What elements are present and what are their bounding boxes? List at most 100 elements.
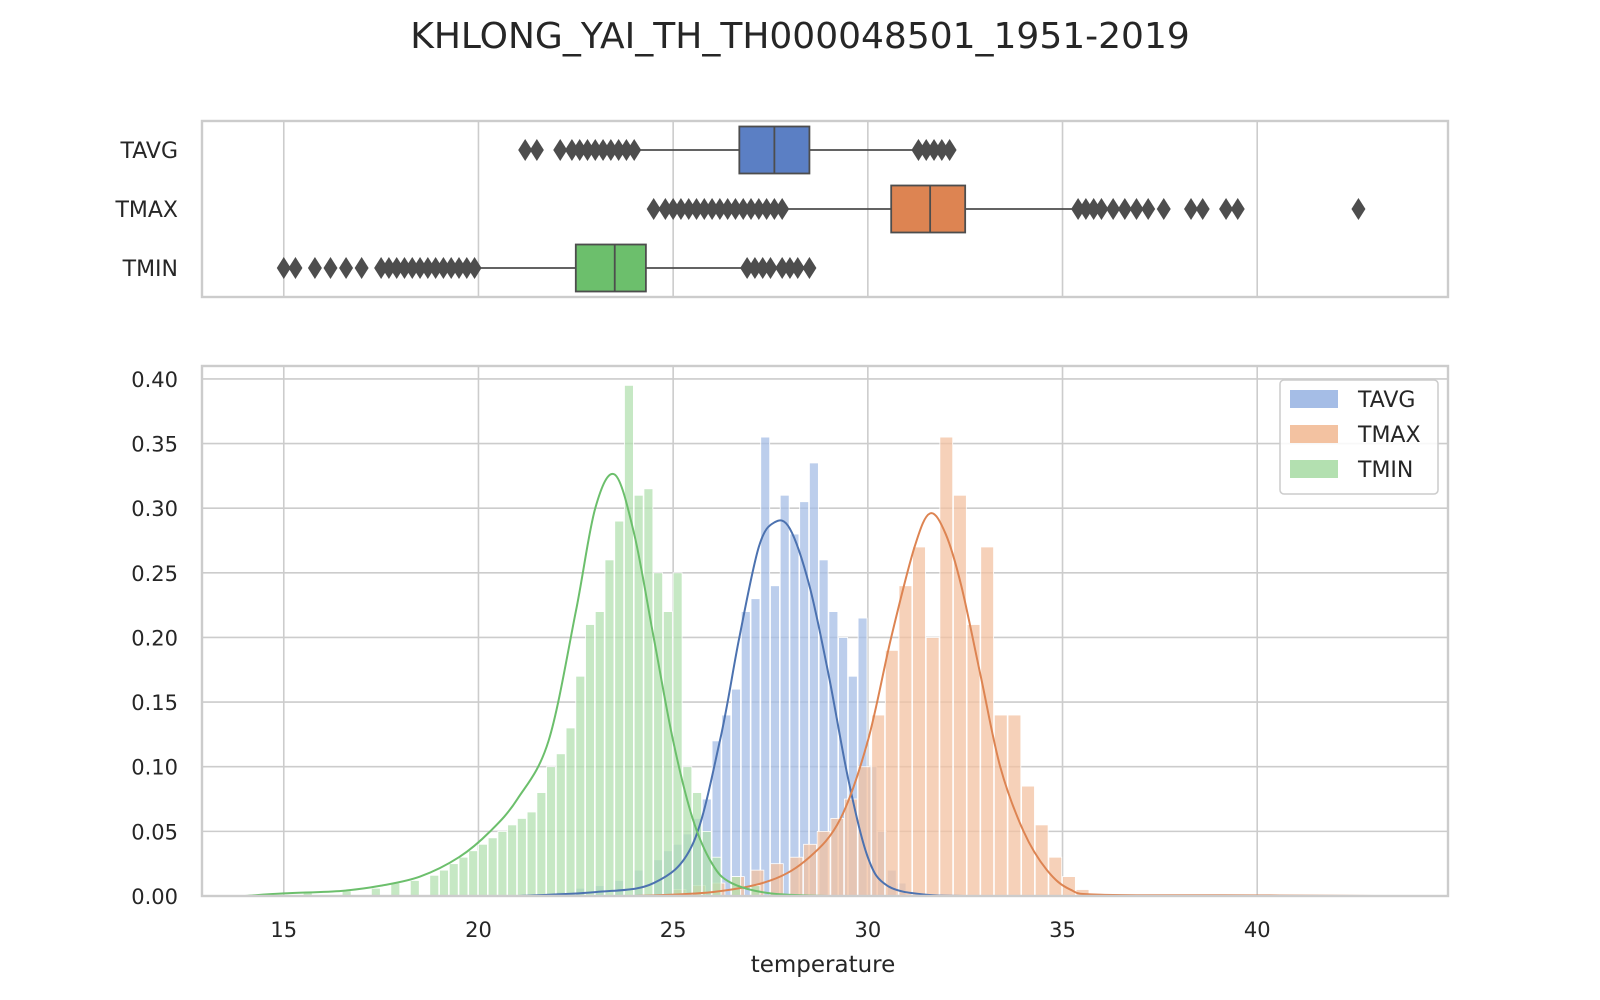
- outlier-point: [705, 198, 720, 220]
- hist-bar: [604, 559, 615, 897]
- outlier-point: [759, 198, 774, 220]
- x-tick-label: 15: [270, 918, 297, 942]
- x-tick-label: 40: [1244, 918, 1271, 942]
- hist-bar: [760, 436, 771, 897]
- outlier-point: [405, 257, 420, 279]
- outlier-point: [728, 198, 743, 220]
- y-tick-label: 0.35: [131, 433, 178, 457]
- hist-bar: [1048, 856, 1063, 897]
- hist-bar: [672, 572, 683, 897]
- outlier-point: [428, 257, 443, 279]
- hist-bar: [643, 488, 654, 897]
- outlier-point: [381, 257, 396, 279]
- outlier-point: [782, 257, 797, 279]
- hist-bar: [663, 611, 673, 897]
- y-tick-label: 0.40: [131, 368, 178, 392]
- outlier-point: [459, 257, 474, 279]
- outlier-point: [747, 257, 762, 279]
- outlier-point: [1117, 198, 1132, 220]
- hist-bar: [1034, 824, 1049, 897]
- outlier-point: [767, 198, 782, 220]
- outlier-point: [919, 139, 934, 161]
- hist-bar: [458, 856, 469, 897]
- hist-bar: [478, 843, 488, 897]
- outlier-point: [596, 139, 611, 161]
- outlier-point: [619, 139, 634, 161]
- outlier-point: [927, 139, 942, 161]
- outlier-point: [744, 198, 759, 220]
- hist-bar: [390, 882, 401, 897]
- legend-swatch-tmax: [1290, 425, 1338, 443]
- outlier-point: [518, 139, 533, 161]
- x-tick-label: 25: [660, 918, 687, 942]
- outlier-point: [697, 198, 712, 220]
- hist-bar: [721, 714, 732, 897]
- outlier-point: [374, 257, 389, 279]
- hist-bar: [429, 874, 440, 897]
- box-plot-panel: TAVG TMAX TMIN: [114, 119, 1450, 299]
- hist-panel-frame: [200, 364, 1450, 898]
- outlier-point: [1351, 198, 1366, 220]
- hist-bar: [439, 869, 449, 897]
- hist-bar: [884, 649, 899, 897]
- outlier-point: [775, 198, 790, 220]
- outlier-point: [673, 198, 688, 220]
- hist-bar: [980, 546, 994, 897]
- outlier-point: [1094, 198, 1109, 220]
- hist-bar: [585, 624, 595, 897]
- box-group-tmin: [276, 243, 817, 293]
- hist-bar: [750, 598, 761, 897]
- legend-label-tmin: TMIN: [1357, 458, 1413, 483]
- hist-bar: [594, 611, 605, 897]
- hist-bar: [816, 830, 831, 897]
- legend-swatch-tavg: [1290, 390, 1338, 408]
- hist-bar: [993, 714, 1008, 897]
- outlier-point: [763, 257, 778, 279]
- outlier-point: [288, 257, 303, 279]
- outlier-point: [802, 257, 817, 279]
- hist-bar: [692, 792, 702, 897]
- outlier-point: [1106, 198, 1121, 220]
- kde-line-tavg: [517, 519, 985, 897]
- outlier-point: [611, 139, 626, 161]
- outlier-point: [689, 198, 704, 220]
- hist-bar: [711, 856, 722, 897]
- legend-swatch-tmin: [1290, 460, 1338, 478]
- outlier-point: [529, 139, 544, 161]
- hist-bar: [898, 585, 913, 897]
- hist-bar: [830, 818, 845, 897]
- outlier-point: [420, 257, 435, 279]
- histogram-panel: 0.00 0.05 0.10 0.15 0.20 0.25 0.30 0.35 0.40 15 20…: [131, 364, 1450, 942]
- box-category-label: TMIN: [122, 257, 178, 282]
- hist-bar: [653, 572, 664, 897]
- box-group-tavg: [518, 125, 957, 175]
- outlier-point: [911, 139, 926, 161]
- x-tick-label: 20: [465, 918, 492, 942]
- outlier-point: [413, 257, 428, 279]
- hist-bar: [526, 811, 537, 897]
- x-tick-label: 30: [854, 918, 881, 942]
- box-panel-frame: [200, 119, 1450, 299]
- hist-bar: [555, 753, 566, 897]
- outlier-point: [712, 198, 727, 220]
- outlier-point: [1071, 198, 1086, 220]
- hist-bar: [799, 501, 810, 897]
- box-iqr: [574, 243, 647, 293]
- hist-bar: [575, 675, 586, 897]
- box-category-label: TMAX: [114, 198, 178, 223]
- outlier-point: [740, 257, 755, 279]
- box-iqr: [890, 184, 967, 234]
- outlier-point: [1184, 198, 1199, 220]
- y-tick-label: 0.15: [131, 691, 178, 715]
- outlier-point: [339, 257, 354, 279]
- y-tick-label: 0.30: [131, 497, 178, 521]
- hist-bar: [770, 585, 780, 897]
- legend-label-tavg: TAVG: [1357, 388, 1415, 413]
- outlier-point: [646, 198, 661, 220]
- x-axis-label: temperature: [751, 952, 896, 978]
- hist-bar: [497, 830, 508, 897]
- outlier-point: [580, 139, 595, 161]
- hist-bar: [939, 436, 954, 897]
- outlier-point: [720, 198, 735, 220]
